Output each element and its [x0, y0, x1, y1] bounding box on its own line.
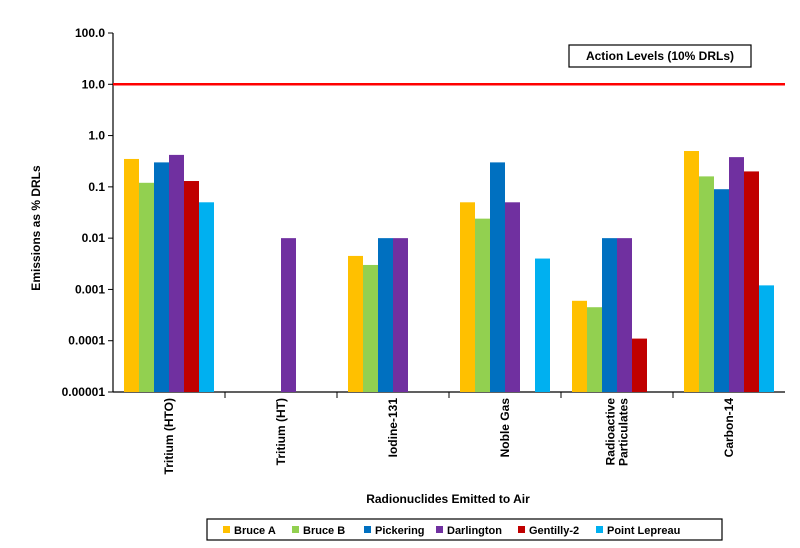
category-label: Tritium (HTO): [162, 398, 176, 474]
bar-bruce-a: [460, 202, 475, 392]
y-tick-label: 1.0: [88, 129, 105, 143]
legend-swatch: [364, 526, 371, 533]
bar-gentilly-2: [632, 338, 647, 392]
y-tick-label: 0.0001: [68, 334, 105, 348]
bar-darlington: [169, 154, 184, 392]
category-label-line: Particulates: [617, 398, 631, 466]
y-tick-label: 10.0: [82, 77, 106, 91]
legend-label: Point Lepreau: [607, 525, 680, 537]
legend-swatch: [518, 526, 525, 533]
bar-pickering: [714, 189, 729, 392]
category-label-line: Carbon-14: [722, 398, 736, 458]
bar-darlington: [505, 202, 520, 392]
bar-bruce-a: [572, 300, 587, 392]
legend-swatch: [436, 526, 443, 533]
category-label: Tritium (HT): [274, 398, 288, 465]
bar-point-lepreau: [535, 258, 550, 392]
y-tick-label: 100.0: [75, 26, 105, 40]
category-label: Iodine-131: [386, 398, 400, 458]
bar-bruce-b: [699, 176, 714, 392]
category-label-line: Tritium (HT): [274, 398, 288, 465]
legend-swatch: [223, 526, 230, 533]
bar-gentilly-2: [744, 171, 759, 392]
bar-bruce-b: [363, 264, 378, 392]
category-label: Radioactive Particulates: [604, 398, 631, 466]
x-axis-title: Radionuclides Emitted to Air: [366, 492, 530, 506]
legend-swatch: [292, 526, 299, 533]
legend-label: Gentilly-2: [529, 525, 579, 537]
bar-darlington: [281, 238, 296, 392]
bar-bruce-b: [139, 182, 154, 392]
bar-pickering: [378, 238, 393, 392]
bar-darlington: [393, 238, 408, 392]
annotation-border: [568, 44, 752, 68]
y-tick-label: 0.00001: [62, 385, 106, 399]
y-tick-label: 0.001: [75, 282, 105, 296]
bar-bruce-a: [124, 158, 139, 392]
bar-gentilly-2: [184, 181, 199, 392]
bar-point-lepreau: [759, 285, 774, 392]
bar-pickering: [154, 162, 169, 392]
legend-label: Pickering: [375, 525, 425, 537]
category-label-line: Tritium (HTO): [162, 398, 176, 474]
y-tick-label: 0.01: [82, 231, 106, 245]
bar-bruce-a: [348, 255, 363, 392]
legend-swatch: [596, 526, 603, 533]
legend: Bruce A Bruce B Pickering Darlington Gentill…: [206, 518, 723, 541]
bar-bruce-b: [587, 307, 602, 392]
y-tick-label: 0.1: [88, 180, 105, 194]
bar-darlington: [729, 157, 744, 392]
category-label-line: Noble Gas: [498, 398, 512, 458]
category-label: Noble Gas: [498, 398, 512, 458]
category-label-line: Iodine-131: [386, 398, 400, 458]
legend-label: Darlington: [447, 525, 502, 537]
bar-bruce-b: [475, 218, 490, 392]
annotation-text: Action Levels (10% DRLs): [586, 49, 734, 63]
bar-bruce-a: [684, 151, 699, 392]
bar-point-lepreau: [199, 202, 214, 392]
legend-border: [206, 518, 723, 541]
annotation-box: Action Levels (10% DRLs): [568, 44, 752, 68]
category-label: Carbon-14: [722, 398, 736, 458]
legend-label: Bruce B: [303, 525, 345, 537]
y-axis-title: Emissions as % DRLs: [29, 165, 43, 291]
bar-darlington: [617, 238, 632, 392]
bar-pickering: [602, 238, 617, 392]
bar-pickering: [490, 162, 505, 392]
category-label-line: Radioactive: [604, 398, 618, 466]
legend-label: Bruce A: [234, 525, 276, 537]
